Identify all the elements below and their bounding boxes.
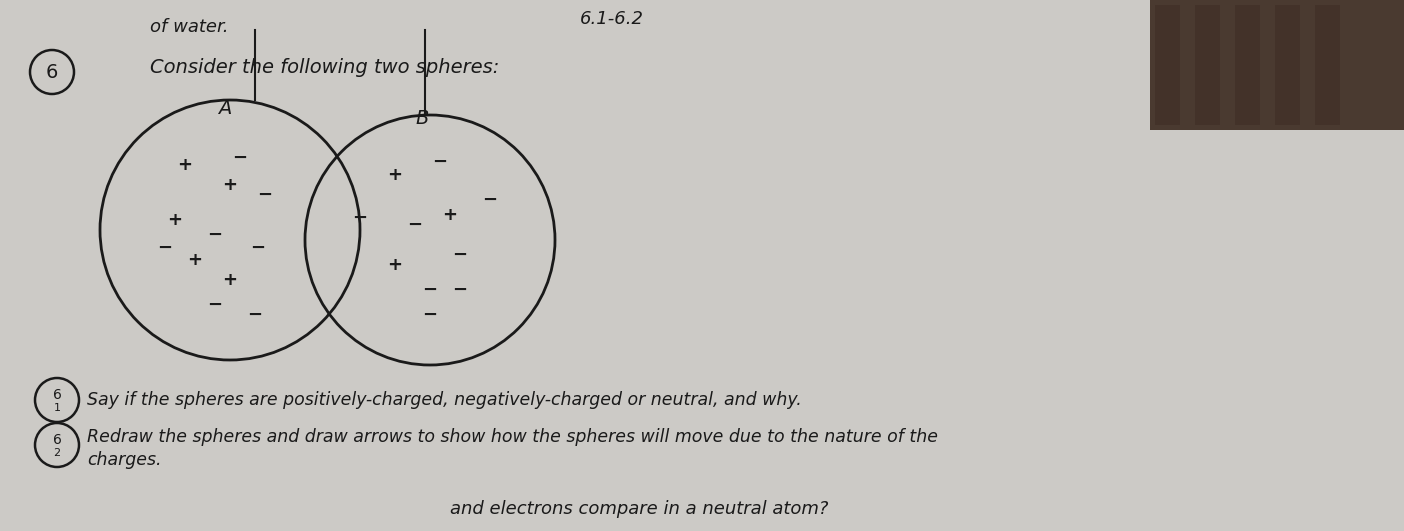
Text: Say if the spheres are positively-charged, negatively-charged or neutral, and wh: Say if the spheres are positively-charge… xyxy=(87,391,802,409)
Text: 6: 6 xyxy=(52,433,62,447)
Text: +: + xyxy=(188,251,202,269)
Text: of water.: of water. xyxy=(150,18,229,36)
Text: A: A xyxy=(218,98,232,117)
Text: −: − xyxy=(452,246,468,264)
Text: −: − xyxy=(452,281,468,299)
Text: −: − xyxy=(432,153,448,171)
Text: 2: 2 xyxy=(53,448,60,458)
Text: −: − xyxy=(423,306,438,324)
Text: −: − xyxy=(157,239,173,257)
Text: −: − xyxy=(423,281,438,299)
Bar xyxy=(1150,0,1404,130)
Text: −: − xyxy=(483,191,497,209)
Text: −: − xyxy=(352,209,368,227)
Text: +: + xyxy=(222,271,237,289)
Text: 1: 1 xyxy=(53,403,60,413)
Text: −: − xyxy=(407,216,423,234)
Text: −: − xyxy=(257,186,272,204)
Bar xyxy=(1316,5,1339,125)
Text: +: + xyxy=(167,211,183,229)
Text: −: − xyxy=(247,306,263,324)
Text: and electrons compare in a neutral atom?: and electrons compare in a neutral atom? xyxy=(451,500,828,518)
Text: 6: 6 xyxy=(46,63,58,81)
Text: +: + xyxy=(222,176,237,194)
Text: 6.1-6.2: 6.1-6.2 xyxy=(580,10,644,28)
Text: Redraw the spheres and draw arrows to show how the spheres will move due to the : Redraw the spheres and draw arrows to sh… xyxy=(87,428,938,446)
Bar xyxy=(1195,5,1220,125)
Text: +: + xyxy=(442,206,458,224)
Text: +: + xyxy=(388,256,403,274)
Text: −: − xyxy=(208,296,223,314)
Text: 6: 6 xyxy=(52,388,62,402)
Text: −: − xyxy=(208,226,223,244)
Text: +: + xyxy=(388,166,403,184)
Bar xyxy=(1155,5,1179,125)
Bar xyxy=(1275,5,1300,125)
Text: −: − xyxy=(250,239,265,257)
Text: +: + xyxy=(177,156,192,174)
Bar xyxy=(1236,5,1259,125)
Text: Consider the following two spheres:: Consider the following two spheres: xyxy=(150,58,500,77)
Text: −: − xyxy=(233,149,247,167)
Text: B: B xyxy=(416,108,428,127)
Text: charges.: charges. xyxy=(87,451,161,469)
